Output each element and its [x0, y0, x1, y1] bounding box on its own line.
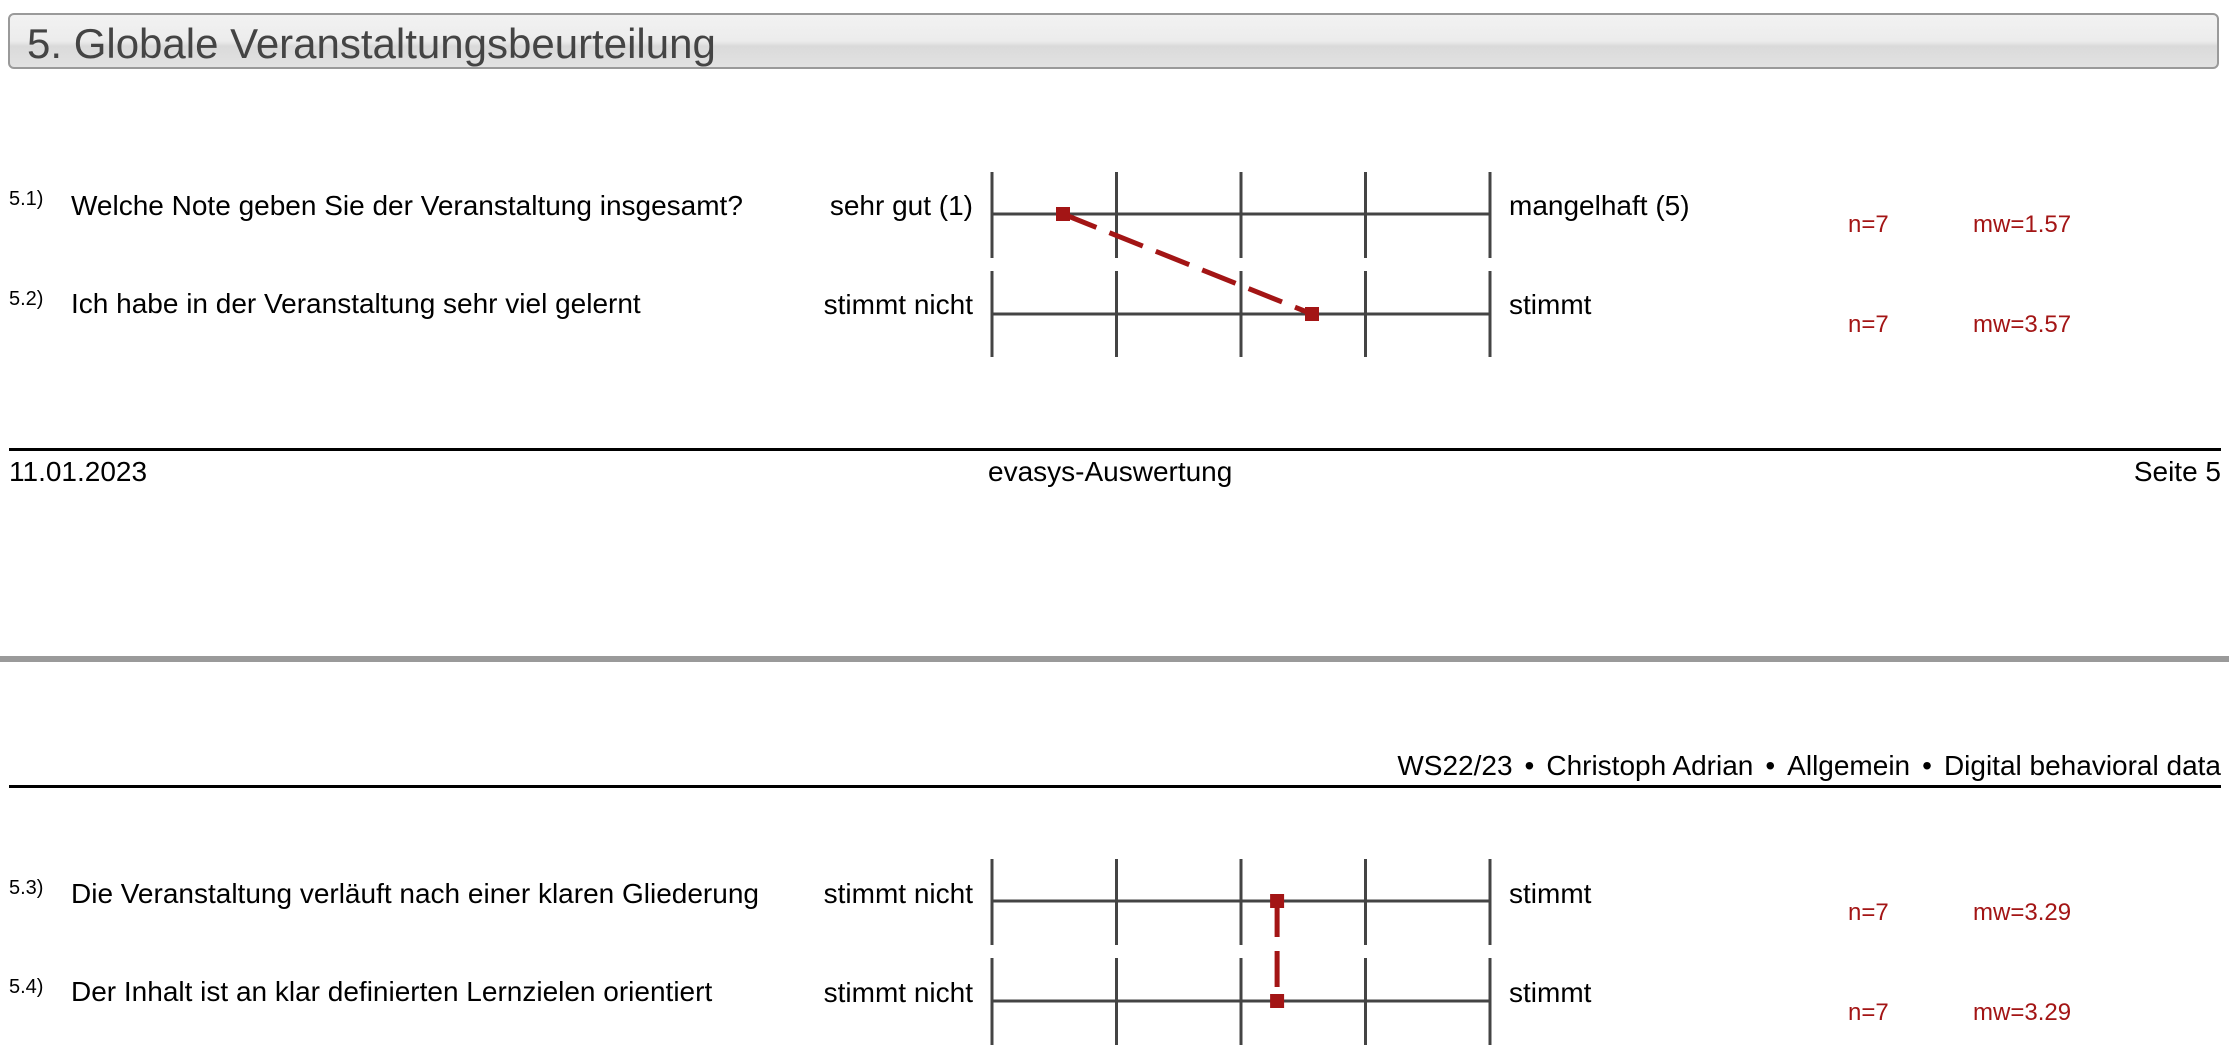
scale-right-label: stimmt	[1509, 289, 1592, 320]
page-divider	[0, 656, 2229, 662]
question-text: Welche Note geben Sie der Veranstaltung …	[71, 190, 743, 221]
question-text: Ich habe in der Veranstaltung sehr viel …	[71, 288, 641, 319]
response-count: n=7	[1848, 999, 1889, 1026]
question-text: Die Veranstaltung verläuft nach einer kl…	[71, 878, 759, 909]
mean-value: mw=1.57	[1973, 211, 2072, 238]
separator: •	[1922, 750, 1932, 781]
lecturer: Christoph Adrian	[1546, 750, 1754, 781]
scale-left-label: stimmt nicht	[823, 878, 973, 909]
question-text: Der Inhalt ist an klar definierten Lernz…	[71, 976, 713, 1007]
section-title: 5. Globale Veranstaltungsbeurteilung	[27, 20, 716, 67]
question-number: 5.4)	[9, 976, 44, 998]
footer-date: 11.01.2023	[9, 456, 148, 487]
mean-marker	[1305, 307, 1319, 321]
scale-right-label: mangelhaft (5)	[1509, 190, 1690, 221]
footer-page-number: Seite 5	[2133, 456, 2221, 487]
question-number: 5.2)	[9, 288, 44, 310]
separator: •	[1765, 750, 1776, 781]
mean-marker	[1270, 994, 1285, 1008]
response-count: n=7	[1848, 899, 1889, 926]
mean-marker	[1056, 207, 1070, 221]
footer-title: evasys-Auswertung	[988, 456, 1233, 487]
profile-line	[1062, 211, 1313, 317]
mean-value: mw=3.29	[1973, 999, 2072, 1026]
mean-marker	[1270, 894, 1285, 908]
section-header: 5. Globale Veranstaltungsbeurteilung	[8, 13, 2219, 69]
mean-value: mw=3.29	[1973, 899, 2072, 926]
scale-left-label: sehr gut (1)	[829, 190, 973, 221]
semester: WS22/23	[1397, 750, 1513, 781]
course-title: Digital behavioral data	[1943, 750, 2221, 781]
category: Allgemein	[1787, 750, 1911, 781]
scale-left-label: stimmt nicht	[823, 977, 973, 1008]
question-number: 5.3)	[9, 877, 44, 899]
scale-right-label: stimmt	[1509, 878, 1592, 909]
mean-value: mw=3.57	[1973, 311, 2072, 338]
scale-right-label: stimmt	[1509, 977, 1592, 1008]
page-meta-header: WS22/23 • Christoph Adrian • Allgemein • Digit…	[1397, 750, 2221, 782]
scale-left-label: stimmt nicht	[823, 289, 973, 320]
response-count: n=7	[1848, 211, 1889, 238]
footer-rule	[9, 448, 2221, 451]
question-number: 5.1)	[9, 188, 44, 210]
response-count: n=7	[1848, 311, 1889, 338]
separator: •	[1524, 750, 1535, 781]
meta-header-rule	[9, 785, 2221, 788]
